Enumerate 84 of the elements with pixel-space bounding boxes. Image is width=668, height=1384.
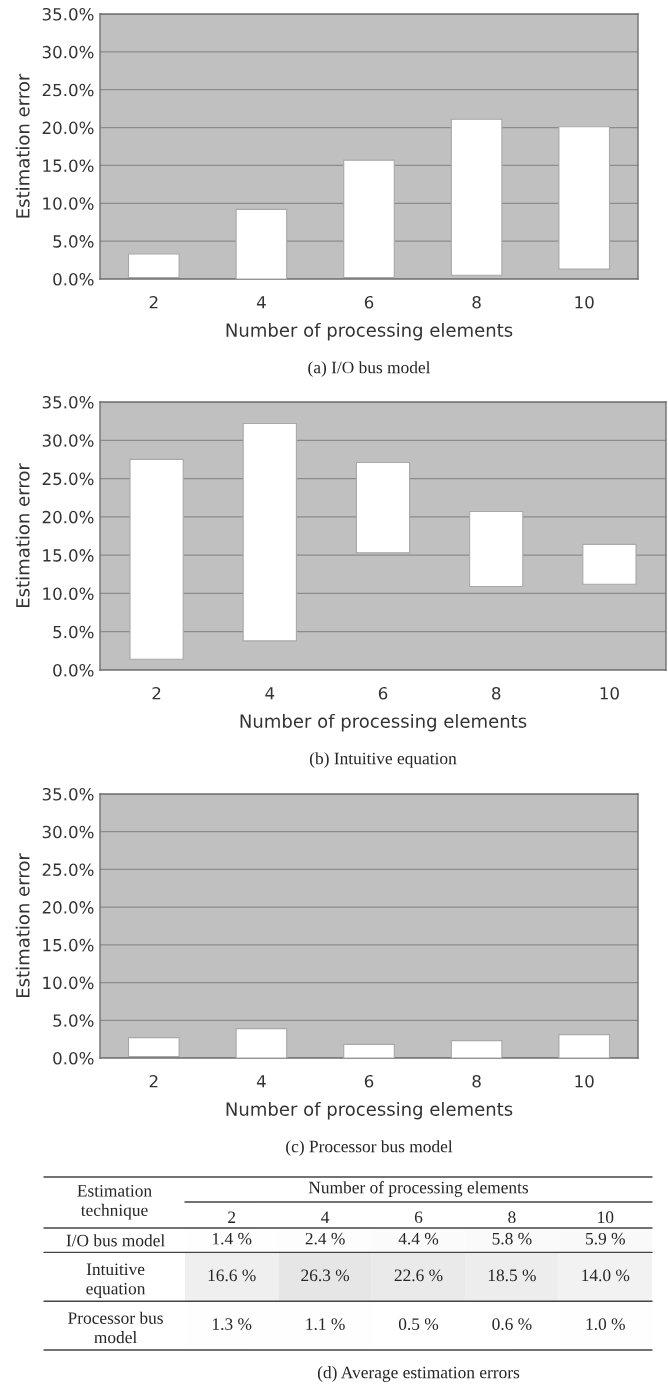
data-label: 16.6 % — [208, 1269, 256, 1282]
y-tick-label: 5.0% — [53, 1014, 94, 1027]
y-axis-title: Estimation error — [15, 73, 30, 218]
x-tick-label: 4 — [265, 687, 275, 700]
y-tick-label: 15.0% — [43, 549, 94, 562]
x-tick-label: 6 — [364, 295, 374, 309]
data-label: 5.8 % — [492, 1232, 532, 1245]
y-tick-label: 30.0% — [42, 825, 94, 839]
y-tick-label: 5.0% — [53, 235, 94, 248]
y-tick-label: 5.0% — [53, 625, 94, 639]
bar — [558, 126, 611, 270]
x-tick-label: 4 — [256, 1075, 266, 1088]
y-tick-label: 25.0% — [42, 863, 94, 876]
x-tick-label: 2 — [152, 686, 161, 700]
bar — [235, 208, 288, 279]
y-tick-label: 35.0% — [42, 395, 94, 409]
x-axis-title: Number of processing elements — [308, 1181, 529, 1197]
y-tick-label: 10.0% — [43, 587, 94, 600]
x-tick-label: 10 — [598, 1211, 614, 1224]
bar — [127, 253, 180, 279]
x-tick-label: 4 — [256, 296, 266, 309]
text: (c) Processor bus model — [286, 1140, 453, 1156]
text: (b) Intuitive equation — [310, 752, 457, 768]
data-label: 1.1 % — [306, 1318, 345, 1331]
y-tick-label: Intuitive equation — [86, 1263, 146, 1299]
x-tick-label: 8 — [472, 1074, 481, 1088]
x-tick-label: 8 — [492, 686, 501, 700]
x-tick-label: 2 — [228, 1211, 236, 1223]
x-tick-label: 6 — [378, 686, 388, 700]
bar — [355, 461, 411, 554]
y-tick-label: 25.0% — [42, 83, 94, 97]
y-tick-label: 35.0% — [42, 7, 94, 21]
data-label: 4.4 % — [398, 1232, 439, 1245]
text: (a) I/O bus model — [308, 361, 431, 377]
bar — [129, 458, 184, 660]
data-label: 18.5 % — [488, 1269, 536, 1282]
y-tick-label: 25.0% — [42, 472, 94, 486]
text: (d) Average estimation errors — [317, 1366, 520, 1382]
y-tick-label: Processor bus model — [68, 1311, 163, 1344]
y-axis-title: Estimation error — [15, 853, 30, 998]
bar — [582, 543, 637, 585]
data-label: 1.0 % — [586, 1318, 625, 1331]
data-label: 26.3 % — [301, 1269, 350, 1282]
data-label: 0.5 % — [398, 1318, 439, 1331]
y-axis-title: Estimation technique — [77, 1185, 152, 1220]
y-tick-label: 35.0% — [42, 787, 94, 801]
bar — [242, 422, 297, 642]
y-tick-label: 20.0% — [42, 510, 94, 524]
x-tick-label: 6 — [364, 1074, 374, 1088]
x-tick-label: 10 — [575, 1074, 594, 1088]
y-tick-label: 10.0% — [43, 976, 94, 990]
x-axis-title: Number of processing elements — [240, 713, 527, 732]
x-axis-title: Number of processing elements — [226, 1101, 513, 1120]
y-tick-label: 30.0% — [42, 45, 94, 59]
x-tick-label: 10 — [575, 295, 594, 309]
x-tick-label: 10 — [600, 686, 619, 700]
data-label: 22.6 % — [394, 1269, 443, 1282]
y-tick-label: 0.0% — [53, 272, 94, 286]
y-tick-label: 20.0% — [42, 901, 94, 914]
y-tick-label: I/O bus model — [66, 1234, 165, 1247]
data-label: 2.4 % — [305, 1232, 345, 1245]
bar — [469, 510, 524, 588]
y-tick-label: 0.0% — [53, 1051, 94, 1065]
y-tick-label: 30.0% — [42, 434, 94, 447]
data-label: 0.6 % — [492, 1318, 532, 1331]
x-tick-label: 6 — [414, 1211, 423, 1224]
data-label: 1.3 % — [212, 1318, 252, 1331]
x-tick-label: 4 — [321, 1211, 330, 1223]
data-label: 1.4 % — [212, 1232, 252, 1245]
bar — [450, 118, 503, 276]
y-tick-label: 0.0% — [53, 663, 94, 677]
data-label: 5.9 % — [586, 1232, 625, 1245]
x-tick-label: 8 — [508, 1211, 516, 1224]
data-label: 14.0 % — [582, 1269, 630, 1282]
x-tick-label: 8 — [472, 295, 481, 309]
y-tick-label: 15.0% — [43, 159, 94, 172]
x-axis-title: Number of processing elements — [226, 322, 513, 341]
y-tick-label: 20.0% — [42, 121, 94, 135]
bar — [343, 159, 395, 279]
x-tick-label: 2 — [149, 295, 158, 309]
y-axis-title: Estimation error — [15, 463, 30, 608]
y-tick-label: 15.0% — [43, 938, 94, 952]
y-tick-label: 10.0% — [43, 197, 94, 210]
x-tick-label: 2 — [149, 1074, 158, 1088]
